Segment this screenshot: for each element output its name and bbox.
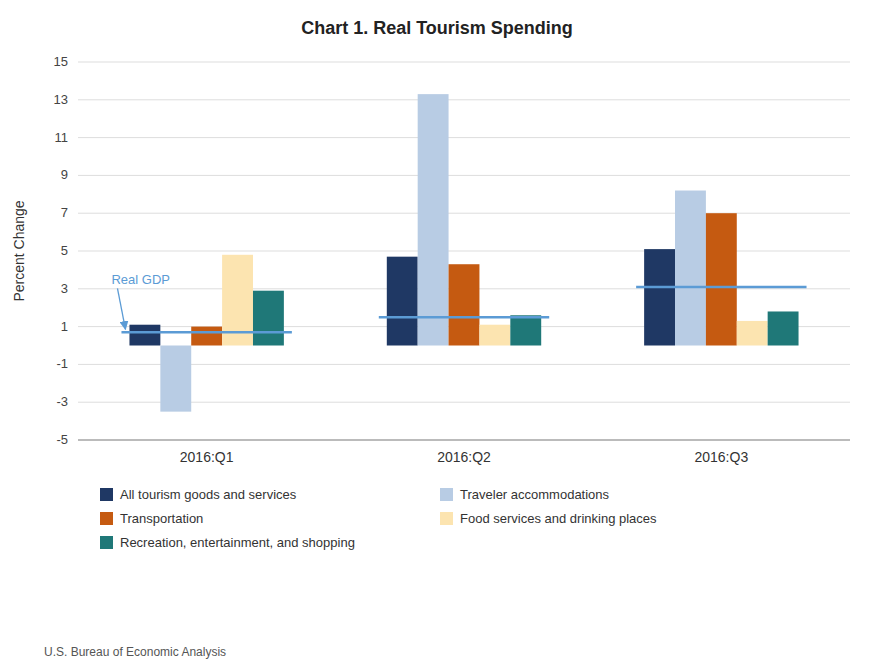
- bar: [418, 94, 449, 345]
- y-tick-label: 15: [54, 54, 68, 69]
- bar: [479, 325, 510, 346]
- bar: [387, 257, 418, 346]
- bar: [644, 249, 675, 345]
- title: Chart 1. Real Tourism Spending: [301, 18, 573, 38]
- legend-swatch: [440, 512, 453, 525]
- y-tick-label: 5: [61, 243, 68, 258]
- x-axis-line: [78, 440, 850, 441]
- y-tick-label: 1: [61, 319, 68, 334]
- x-tick-label: 2016:Q3: [694, 449, 748, 465]
- line-segment: [379, 316, 549, 319]
- source: U.S. Bureau of Economic Analysis: [44, 645, 226, 659]
- bar: [160, 346, 191, 412]
- bar: [737, 321, 768, 346]
- bar: [191, 327, 222, 346]
- legend-label: Transportation: [120, 511, 203, 526]
- grid-line: [78, 99, 850, 100]
- grid-line: [78, 62, 850, 63]
- y-axis-label: Percent Change: [11, 200, 27, 301]
- y-tick-label: -5: [56, 432, 68, 447]
- bar: [253, 291, 284, 346]
- legend: All tourism goods and services Traveler a…: [100, 487, 657, 550]
- y-tick-label: 13: [54, 92, 68, 107]
- bar: [510, 315, 541, 345]
- bar: [129, 325, 160, 346]
- bar: [768, 311, 799, 345]
- x-tick-label: 2016:Q2: [437, 449, 491, 465]
- grid-line: [78, 175, 850, 176]
- x-tick-label: 2016:Q1: [180, 449, 234, 465]
- bar: [449, 264, 480, 345]
- bar: [706, 213, 737, 345]
- bar: [675, 191, 706, 346]
- annotation: Real GDP: [111, 272, 170, 287]
- chart: Chart 1. Real Tourism Spending-5-3-11357…: [0, 0, 874, 672]
- y-tick-label: -3: [56, 394, 68, 409]
- legend-swatch: [100, 512, 113, 525]
- legend-swatch: [100, 488, 113, 501]
- grid: [78, 62, 850, 440]
- legend-label: Recreation, entertainment, and shopping: [120, 535, 355, 550]
- grid-line: [78, 364, 850, 365]
- legend-label: Food services and drinking places: [460, 511, 657, 526]
- line-segment: [121, 331, 291, 334]
- y-tick-label: 11: [55, 130, 69, 145]
- y-tick-label: 7: [61, 205, 68, 220]
- grid-line: [78, 440, 850, 441]
- y-tick-label: -1: [56, 356, 68, 371]
- y-tick-label: 9: [61, 167, 68, 182]
- annotation-arrow: [117, 288, 125, 329]
- y-tick-label: 3: [61, 281, 68, 296]
- line-segment: [636, 286, 806, 289]
- legend-swatch: [100, 536, 113, 549]
- grid-line: [78, 402, 850, 403]
- marks: [121, 94, 806, 412]
- legend-label: All tourism goods and services: [120, 487, 297, 502]
- legend-swatch: [440, 488, 453, 501]
- chart-container: Chart 1. Real Tourism Spending-5-3-11357…: [0, 0, 874, 672]
- grid-line: [78, 137, 850, 138]
- legend-label: Traveler accommodations: [460, 487, 610, 502]
